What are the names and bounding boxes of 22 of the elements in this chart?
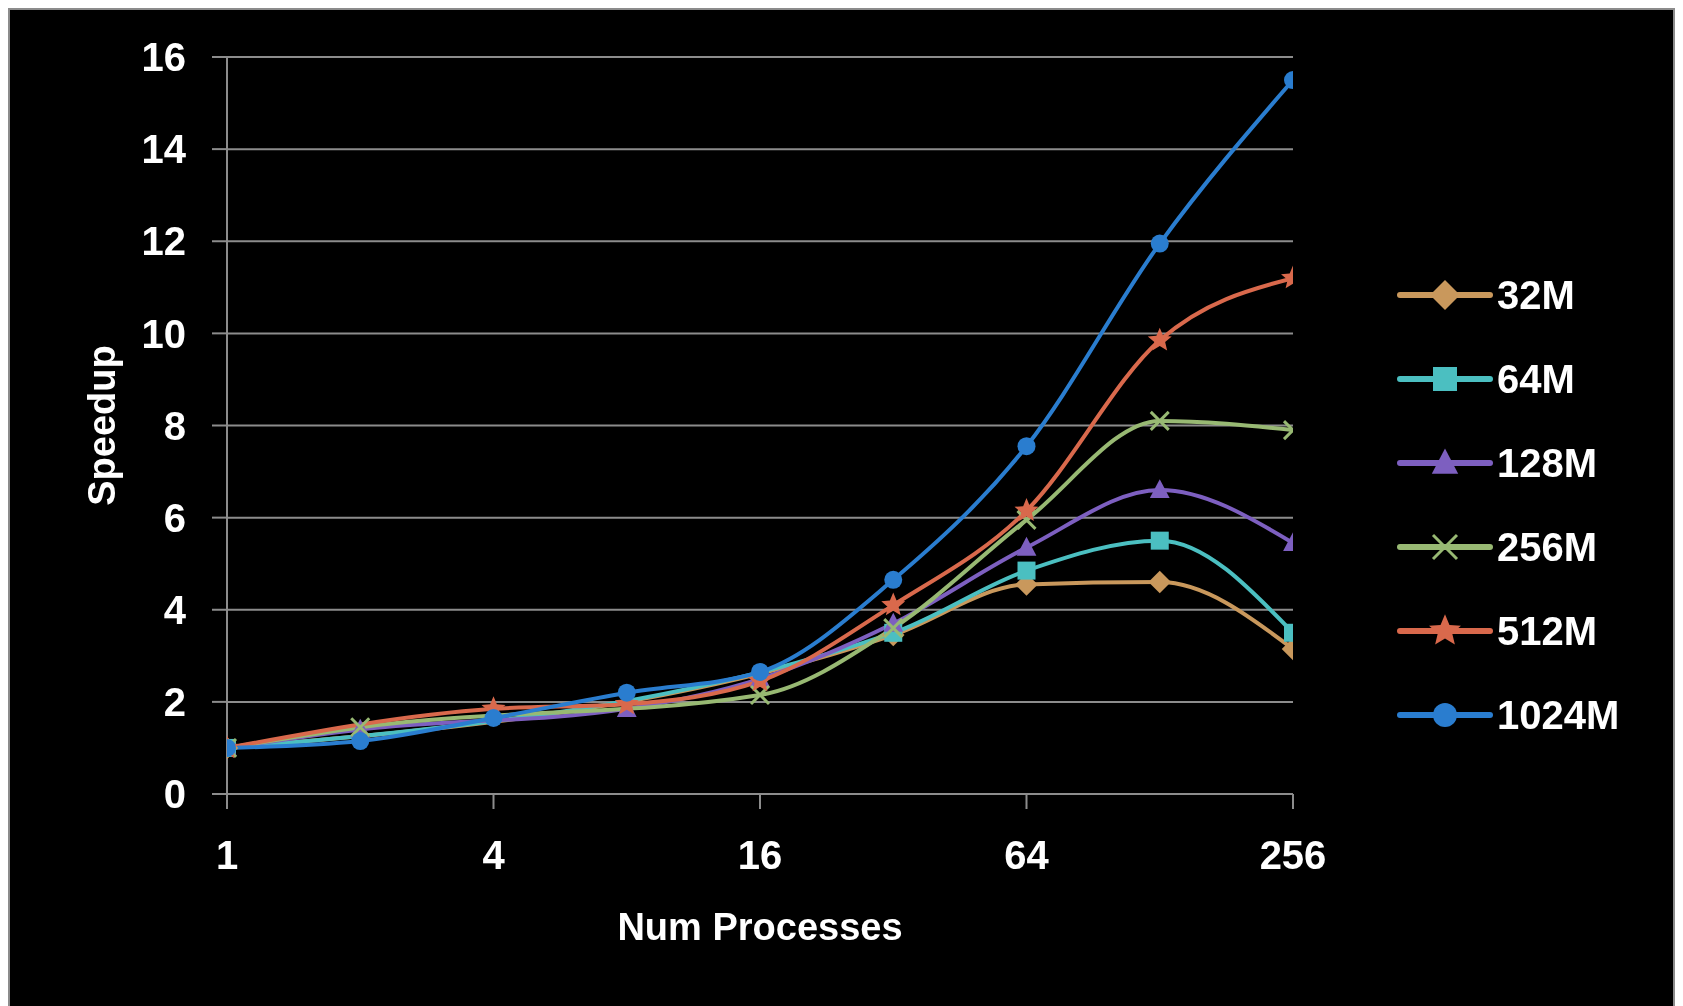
x-tick-label: 4 [482,833,506,878]
x-tick-label: 1 [215,833,239,878]
y-tick-label: 10 [141,311,186,356]
legend-label: 256M [1497,525,1598,569]
x-axis-title: Num Processes [617,906,903,948]
y-tick-label: 2 [163,680,186,725]
y-tick-label: 0 [163,772,186,817]
legend-label: 1024M [1497,693,1620,737]
x-tick-label: 16 [737,833,783,878]
legend-label: 32M [1497,273,1575,317]
x-tick-label: 256 [1259,833,1327,878]
y-tick-label: 14 [141,127,187,172]
y-axis-title: Speedup [81,345,124,506]
y-tick-label: 6 [163,495,186,540]
legend-label: 128M [1497,441,1598,485]
y-tick-label: 8 [163,403,186,448]
y-tick-label: 12 [141,219,186,264]
x-tick-label: 64 [1004,833,1050,878]
y-tick-label: 4 [163,587,187,632]
legend-label: 512M [1497,609,1598,653]
legend-label: 64M [1497,357,1575,401]
y-tick-label: 16 [141,35,186,80]
